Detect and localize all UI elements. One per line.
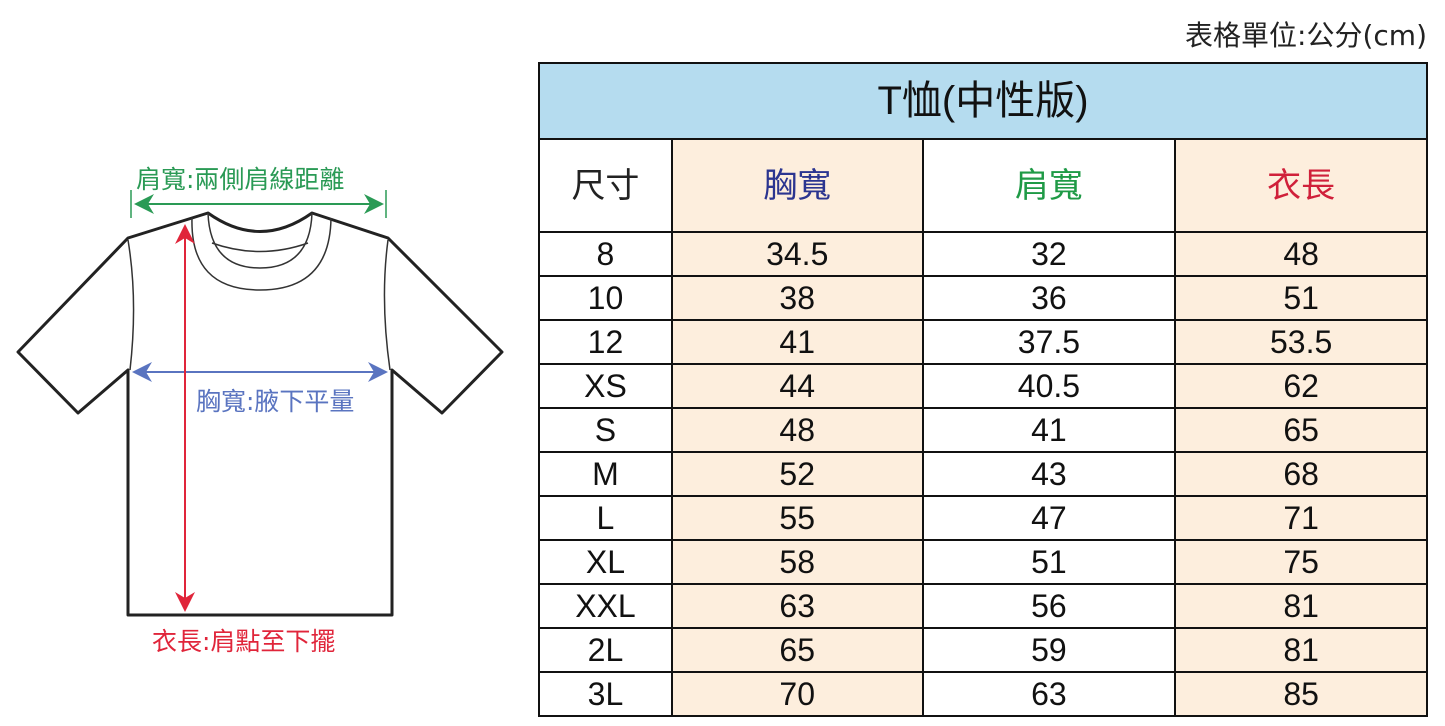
chest-label: 胸寬:腋下平量 bbox=[196, 387, 355, 416]
header-shoulder: 肩寬 bbox=[921, 138, 1177, 233]
length-cell: 62 bbox=[1174, 363, 1428, 409]
header-length: 衣長 bbox=[1174, 138, 1428, 233]
shoulder-width-arrow bbox=[130, 190, 387, 218]
table-row: L 55 47 71 bbox=[538, 495, 1428, 541]
table-row: 2L 65 59 81 bbox=[538, 627, 1428, 673]
header-size: 尺寸 bbox=[538, 138, 673, 233]
size-table: T恤(中性版) 尺寸 胸寬 肩寬 衣長 8 34.5 32 48 10 38 36 51 12 4… bbox=[538, 62, 1428, 717]
size-cell: XL bbox=[538, 539, 673, 585]
size-cell: M bbox=[538, 451, 673, 497]
table-row: XL 58 51 75 bbox=[538, 539, 1428, 585]
chest-cell: 34.5 bbox=[670, 231, 924, 277]
tshirt-diagram bbox=[16, 190, 504, 617]
shoulder-cell: 63 bbox=[921, 671, 1177, 717]
length-cell: 48 bbox=[1174, 231, 1428, 277]
header-chest: 胸寬 bbox=[670, 138, 924, 233]
size-cell: 2L bbox=[538, 627, 673, 673]
length-cell: 71 bbox=[1174, 495, 1428, 541]
shoulder-cell: 47 bbox=[921, 495, 1177, 541]
length-cell: 68 bbox=[1174, 451, 1428, 497]
shoulder-cell: 51 bbox=[921, 539, 1177, 585]
length-label: 衣長:肩點至下擺 bbox=[152, 627, 336, 656]
table-row: XS 44 40.5 62 bbox=[538, 363, 1428, 409]
table-row: 3L 70 63 85 bbox=[538, 671, 1428, 717]
unit-note: 表格單位:公分(cm) bbox=[1185, 19, 1427, 52]
length-cell: 75 bbox=[1174, 539, 1428, 585]
chest-cell: 58 bbox=[670, 539, 924, 585]
shoulder-cell: 43 bbox=[921, 451, 1177, 497]
table-row: M 52 43 68 bbox=[538, 451, 1428, 497]
shoulder-cell: 37.5 bbox=[921, 319, 1177, 365]
size-cell: 10 bbox=[538, 275, 673, 321]
chest-cell: 41 bbox=[670, 319, 924, 365]
table-row: 10 38 36 51 bbox=[538, 275, 1428, 321]
size-cell: 3L bbox=[538, 671, 673, 717]
table-title: T恤(中性版) bbox=[538, 62, 1428, 140]
length-cell: 65 bbox=[1174, 407, 1428, 453]
length-cell: 51 bbox=[1174, 275, 1428, 321]
size-cell: XS bbox=[538, 363, 673, 409]
size-cell: XXL bbox=[538, 583, 673, 629]
chest-cell: 52 bbox=[670, 451, 924, 497]
chest-cell: 48 bbox=[670, 407, 924, 453]
length-cell: 81 bbox=[1174, 627, 1428, 673]
table-row: XXL 63 56 81 bbox=[538, 583, 1428, 629]
chest-cell: 65 bbox=[670, 627, 924, 673]
size-cell: L bbox=[538, 495, 673, 541]
length-cell: 81 bbox=[1174, 583, 1428, 629]
header-row: 尺寸 胸寬 肩寬 衣長 bbox=[538, 138, 1428, 233]
chest-cell: 38 bbox=[670, 275, 924, 321]
table-row: S 48 41 65 bbox=[538, 407, 1428, 453]
chest-cell: 44 bbox=[670, 363, 924, 409]
chest-cell: 70 bbox=[670, 671, 924, 717]
shoulder-cell: 40.5 bbox=[921, 363, 1177, 409]
size-cell: S bbox=[538, 407, 673, 453]
shoulder-cell: 32 bbox=[921, 231, 1177, 277]
shoulder-cell: 36 bbox=[921, 275, 1177, 321]
shoulder-cell: 41 bbox=[921, 407, 1177, 453]
length-cell: 85 bbox=[1174, 671, 1428, 717]
table-row: 12 41 37.5 53.5 bbox=[538, 319, 1428, 365]
size-cell: 12 bbox=[538, 319, 673, 365]
shoulder-label: 肩寬:兩側肩線距離 bbox=[136, 165, 345, 194]
shoulder-cell: 59 bbox=[921, 627, 1177, 673]
table-row: 8 34.5 32 48 bbox=[538, 231, 1428, 277]
chest-cell: 63 bbox=[670, 583, 924, 629]
size-cell: 8 bbox=[538, 231, 673, 277]
length-cell: 53.5 bbox=[1174, 319, 1428, 365]
shoulder-cell: 56 bbox=[921, 583, 1177, 629]
chest-cell: 55 bbox=[670, 495, 924, 541]
